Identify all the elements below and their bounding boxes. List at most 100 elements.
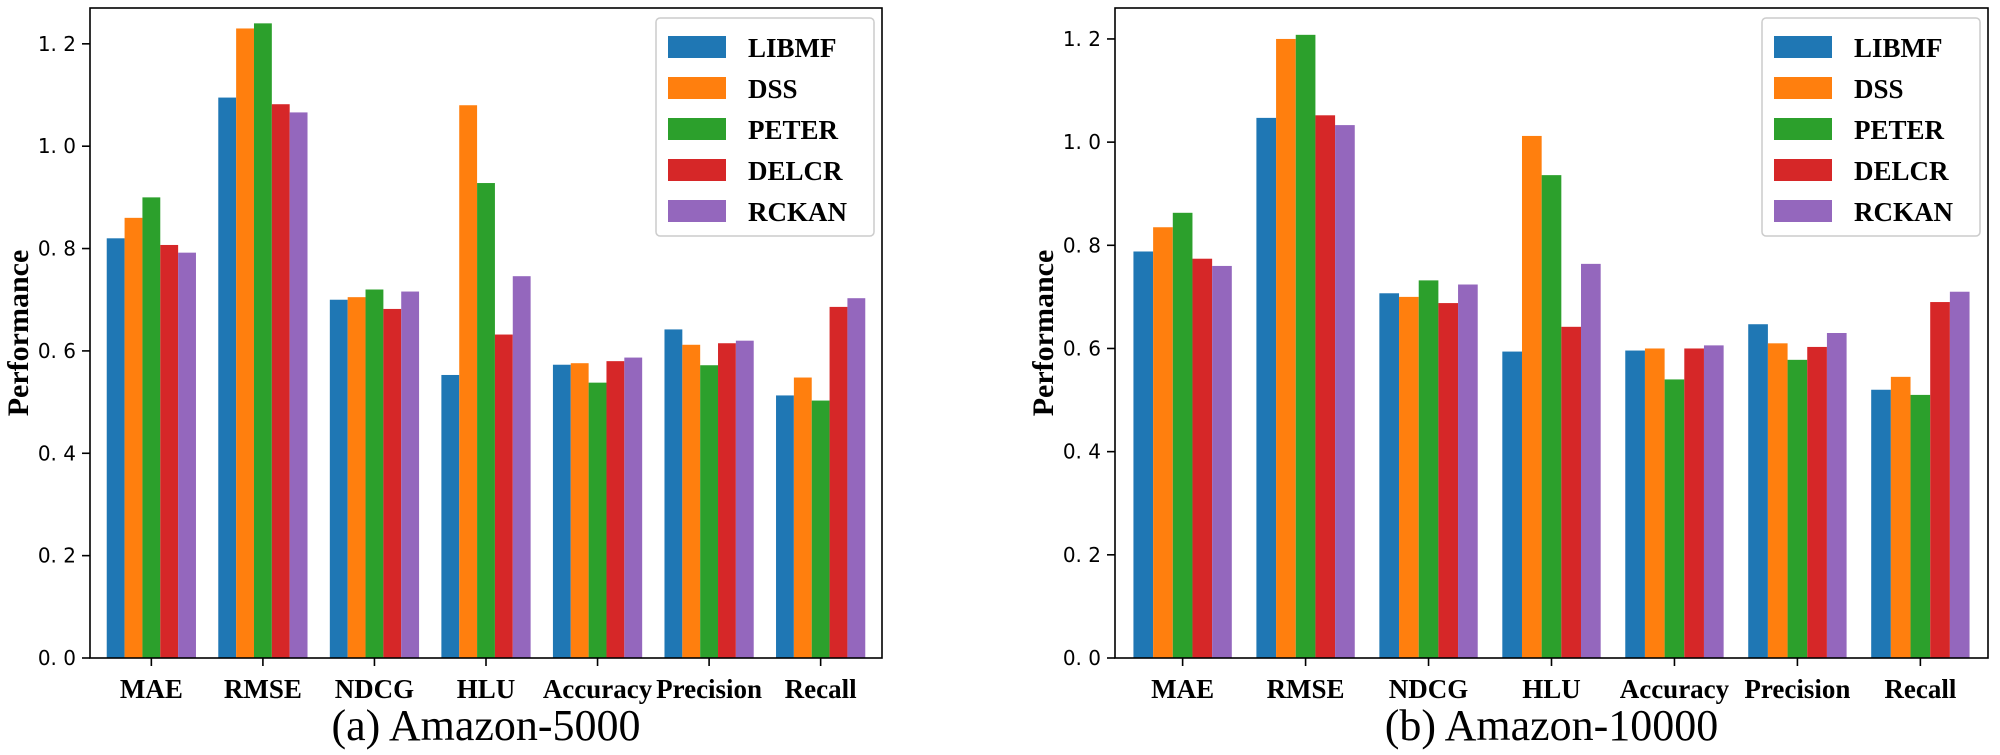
bar-rckan-rmse [1335, 125, 1355, 659]
legend-frame [655, 17, 875, 237]
legend-label: DSS [1854, 74, 1904, 104]
bar-delcr-recall [829, 306, 848, 658]
legend-swatch [1774, 77, 1832, 99]
y-axis-label: Performance [1027, 250, 1060, 417]
x-tick-label: HLU [1522, 674, 1581, 704]
bar-peter-ndcg [1418, 280, 1439, 658]
bar-peter-precision [700, 365, 719, 658]
bar-rckan-hlu [512, 276, 531, 658]
bar-dss-recall [1890, 376, 1911, 658]
bar-rckan-hlu [1581, 263, 1601, 658]
y-tick-label: 0. 0 [1063, 646, 1101, 670]
bar-peter-accuracy [588, 382, 607, 658]
bar-libmf-precision [1748, 324, 1768, 658]
bar-peter-recall [1910, 394, 1931, 658]
bar-rckan-rmse [289, 112, 308, 658]
legend-item-delcr: DELCR [1774, 156, 1949, 186]
bar-peter-rmse [1295, 34, 1316, 658]
legend-label: DELCR [748, 156, 843, 186]
legend-swatch [1774, 200, 1832, 222]
bar-delcr-mae [160, 244, 179, 658]
y-tick-label: 1. 0 [38, 134, 76, 158]
bar-libmf-ndcg [1379, 293, 1400, 658]
y-tick-label: 0. 2 [38, 544, 76, 568]
bar-delcr-rmse [271, 104, 290, 659]
y-axis-ticks: 0. 0 0. 2 0. 4 0. 6 0. 8 1. 0 1. 2 [1063, 27, 1115, 670]
legend-label: PETER [748, 115, 839, 145]
bar-rckan-mae [178, 252, 196, 658]
bar-peter-recall [811, 400, 830, 658]
bar-libmf-accuracy [552, 364, 571, 658]
legend-item-dss: DSS [668, 74, 798, 104]
x-tick-label: HLU [457, 674, 516, 704]
x-tick-label: NDCG [335, 674, 415, 704]
bar-dss-ndcg [1399, 296, 1419, 658]
bar-peter-precision [1787, 359, 1808, 658]
bar-libmf-recall [776, 395, 794, 658]
bar-dss-hlu [1521, 135, 1542, 658]
bar-rckan-precision [735, 340, 754, 658]
y-tick-label: 1. 2 [1063, 27, 1101, 51]
bar-peter-mae [142, 197, 161, 658]
chart-panel-b: 0. 0 0. 2 0. 4 0. 6 0. 8 1. 0 1. 2 MAE RMSE NDCG… [1027, 7, 1989, 750]
bar-delcr-ndcg [383, 308, 402, 658]
bar-delcr-recall [1930, 302, 1950, 658]
legend-label: LIBMF [1854, 33, 1943, 63]
x-tick-label: MAE [120, 674, 183, 704]
y-axis-label: Performance [2, 250, 35, 417]
legend-swatch [668, 200, 726, 222]
bar-libmf-recall [1871, 389, 1891, 658]
legend-label: DELCR [1854, 156, 1949, 186]
bar-delcr-accuracy [606, 361, 625, 658]
bar-dss-mae [124, 217, 143, 658]
bar-peter-hlu [1541, 175, 1562, 658]
y-axis-ticks: 0. 0 0. 2 0. 4 0. 6 0. 8 1. 0 1. 2 [38, 32, 90, 670]
legend: LIBMF DSS PETER DELCR RCKAN [655, 17, 875, 237]
bar-dss-hlu [459, 105, 478, 659]
bar-dss-rmse [236, 28, 254, 659]
legend-item-rckan: RCKAN [668, 197, 847, 227]
bar-libmf-precision [664, 329, 683, 658]
y-tick-label: 1. 0 [1063, 130, 1101, 154]
legend-item-libmf: LIBMF [1774, 33, 1943, 63]
legend-label: RCKAN [1854, 197, 1953, 227]
legend-swatch [1774, 118, 1832, 140]
bar-peter-hlu [477, 183, 495, 659]
x-tick-label: Precision [1744, 674, 1850, 704]
legend-item-peter: PETER [1774, 115, 1945, 145]
bar-libmf-rmse [218, 97, 237, 658]
bar-dss-accuracy [570, 363, 589, 658]
bar-delcr-rmse [1315, 115, 1336, 659]
legend-swatch [668, 77, 726, 99]
legend-swatch [668, 36, 726, 58]
bar-delcr-precision [1807, 346, 1827, 658]
bar-libmf-ndcg [329, 299, 348, 658]
chart-title: (a) Amazon-5000 [331, 701, 640, 750]
y-tick-label: 0. 2 [1063, 543, 1101, 567]
chart-panel-a: 0. 0 0. 2 0. 4 0. 6 0. 8 1. 0 1. 2 MAE RMSE NDCG… [2, 7, 883, 750]
legend-label: DSS [748, 74, 798, 104]
legend-frame [1761, 17, 1981, 237]
plot-frame [1114, 7, 1989, 659]
bar-peter-ndcg [365, 289, 384, 658]
bar-libmf-mae [1133, 251, 1154, 659]
legend-swatch [668, 159, 726, 181]
legend-swatch [1774, 159, 1832, 181]
x-axis-ticks: MAE RMSE NDCG HLU Accuracy Precision Recall [120, 658, 857, 704]
bar-libmf-hlu [1502, 351, 1522, 658]
bar-dss-precision [682, 344, 701, 658]
bar-dss-ndcg [347, 297, 366, 658]
plot-frame [89, 7, 883, 659]
x-tick-label: RMSE [1267, 674, 1345, 704]
bar-dss-recall [793, 377, 812, 658]
x-tick-label: Recall [785, 674, 857, 704]
legend-swatch [1774, 36, 1832, 58]
y-tick-label: 0. 6 [38, 339, 76, 363]
bar-dss-mae [1153, 227, 1173, 658]
bar-peter-rmse [253, 23, 272, 659]
y-tick-label: 0. 4 [1063, 440, 1101, 464]
y-tick-label: 0. 0 [38, 646, 76, 670]
x-tick-label: Accuracy [1620, 674, 1730, 704]
bars-group [1133, 34, 1970, 659]
bar-peter-accuracy [1664, 379, 1685, 658]
